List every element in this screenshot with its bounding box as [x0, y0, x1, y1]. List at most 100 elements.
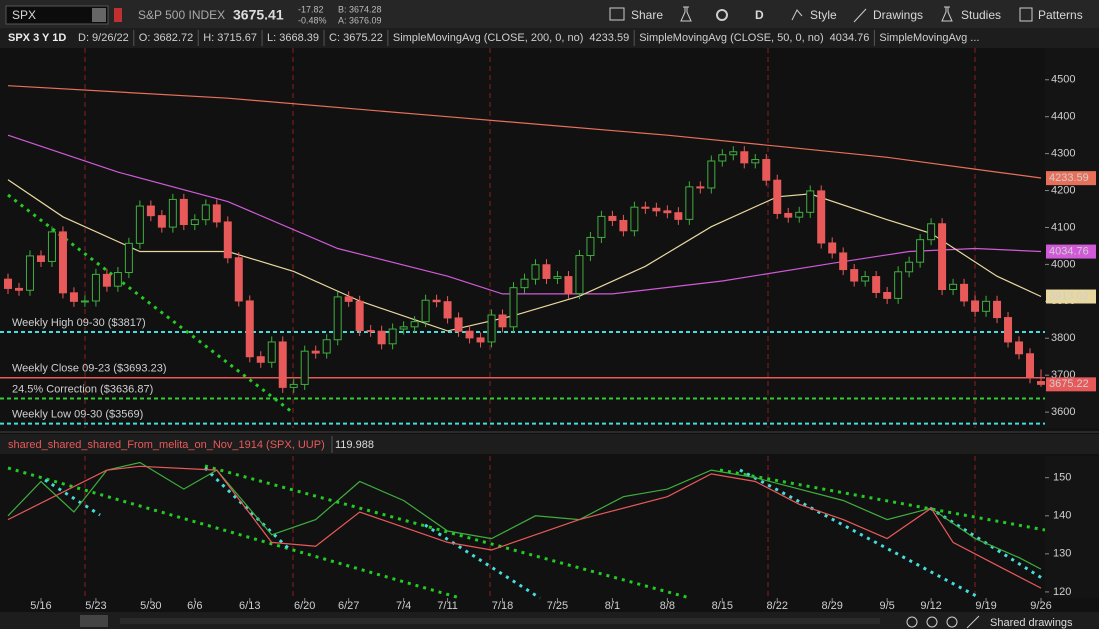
- flask-icon[interactable]: [680, 6, 692, 22]
- candle-body: [212, 204, 221, 223]
- chart-label: SPX 3 Y 1D: [8, 32, 66, 44]
- candle-body: [861, 276, 870, 282]
- candle-body: [113, 272, 122, 287]
- candle-body: [124, 242, 133, 274]
- zoom-icon[interactable]: [906, 616, 918, 628]
- candle-body: [344, 296, 353, 302]
- draw-icon[interactable]: [966, 615, 980, 629]
- trendline: [739, 468, 981, 600]
- x-tick-label: 8/15: [712, 600, 733, 612]
- candle-body: [883, 291, 892, 299]
- candle-body: [256, 356, 265, 363]
- trendline: [44, 478, 101, 517]
- button[interactable]: Patterns: [1038, 8, 1083, 22]
- studies-icon: [941, 6, 953, 22]
- trendline: [929, 506, 1046, 582]
- candle-body: [179, 198, 188, 226]
- ask: A: 3676.09: [338, 15, 382, 25]
- study-tag-bg: [1046, 289, 1096, 304]
- candle-body: [751, 159, 760, 164]
- y-tick-label: 4100: [1051, 221, 1075, 233]
- candle-body: [531, 264, 540, 280]
- y-tick-label: 130: [1053, 548, 1071, 560]
- zoom-in[interactable]: [926, 616, 938, 628]
- trendline: [424, 523, 541, 600]
- share-icon: [609, 7, 625, 21]
- y-tick-label: 4300: [1051, 148, 1075, 160]
- x-tick-label: 8/1: [605, 600, 620, 612]
- candle-body: [443, 301, 452, 319]
- x-tick-label: 6/13: [239, 600, 260, 612]
- study-name: SimpleMovingAvg ...: [879, 32, 979, 44]
- candle-body: [476, 337, 485, 343]
- candle-body: [146, 205, 155, 217]
- header-item: D: 9/26/22: [78, 32, 129, 44]
- candle-body: [1026, 353, 1035, 379]
- candle-body: [399, 326, 408, 330]
- candle-body: [432, 299, 441, 303]
- scrollbar[interactable]: [120, 618, 880, 624]
- candle-body: [91, 273, 100, 302]
- candle-body: [267, 341, 276, 363]
- shared-drawings[interactable]: Shared drawings: [990, 617, 1073, 629]
- lower-axis: [1045, 456, 1099, 598]
- x-tick-label: 7/11: [437, 600, 458, 612]
- x-tick-label: 7/25: [547, 600, 568, 612]
- candle-body: [784, 212, 793, 218]
- candle-body: [300, 350, 309, 385]
- candle-body: [685, 186, 694, 220]
- candle-body: [366, 330, 375, 333]
- button[interactable]: Share: [631, 8, 663, 22]
- symbol-box[interactable]: [5, 5, 109, 25]
- y-tick-label: 140: [1053, 510, 1071, 522]
- cyan-trendlines: [44, 466, 1046, 600]
- candle-body: [553, 276, 562, 279]
- scroll-handle[interactable]: [80, 615, 108, 627]
- candle-body: [1037, 381, 1045, 385]
- candle-body: [894, 271, 903, 299]
- trendline: [204, 464, 691, 600]
- candle-body: [916, 239, 925, 263]
- candle-body: [4, 278, 12, 289]
- candle-body: [168, 198, 177, 228]
- level-label: Weekly Low 09-30 ($3569): [12, 408, 143, 420]
- header-item: L: 3668.39: [267, 32, 319, 44]
- candle-body: [608, 215, 617, 221]
- month-separators: [84, 48, 976, 598]
- candle-body: [850, 269, 859, 282]
- button[interactable]: Studies: [961, 8, 1001, 22]
- x-tick-label: 9/12: [920, 600, 941, 612]
- candle-body: [355, 300, 364, 332]
- zoom-out[interactable]: [946, 616, 958, 628]
- candle-body: [47, 231, 56, 262]
- y-tick-label: 4000: [1051, 258, 1075, 270]
- lower-title: shared_shared_shared_From_melita_on_Nov_…: [8, 439, 325, 451]
- header-items: D: 9/26/22 O: 3682.72 H: 3715.67 L: 3668.39…: [78, 30, 979, 46]
- trendlines: [7, 193, 1046, 600]
- patterns-icon: [1019, 7, 1033, 22]
- candle-body: [410, 321, 419, 328]
- style-icon: [791, 9, 803, 21]
- bid: B: 3674.28: [338, 4, 382, 14]
- candle-body: [278, 341, 287, 388]
- candle-body: [388, 328, 397, 345]
- symbol: SPX: [12, 8, 36, 22]
- candle-body: [36, 255, 45, 262]
- x-tick-label: 7/18: [492, 600, 513, 612]
- last-price: 3675.41: [233, 7, 284, 23]
- lower-header: [0, 434, 1099, 454]
- button[interactable]: Style: [810, 8, 837, 22]
- x-tick-label: 8/22: [767, 600, 788, 612]
- moving-average: [7, 85, 1042, 179]
- study-tag: 4034.76: [1049, 245, 1089, 257]
- candle-body: [289, 383, 298, 388]
- gear-icon[interactable]: [716, 9, 728, 21]
- button[interactable]: D: [755, 8, 764, 22]
- candle-body: [25, 255, 34, 291]
- candle-body: [927, 223, 936, 241]
- dropdown[interactable]: [92, 8, 106, 22]
- y-tick-label: 4200: [1051, 184, 1075, 196]
- candle-body: [498, 314, 507, 328]
- button[interactable]: Drawings: [873, 8, 923, 22]
